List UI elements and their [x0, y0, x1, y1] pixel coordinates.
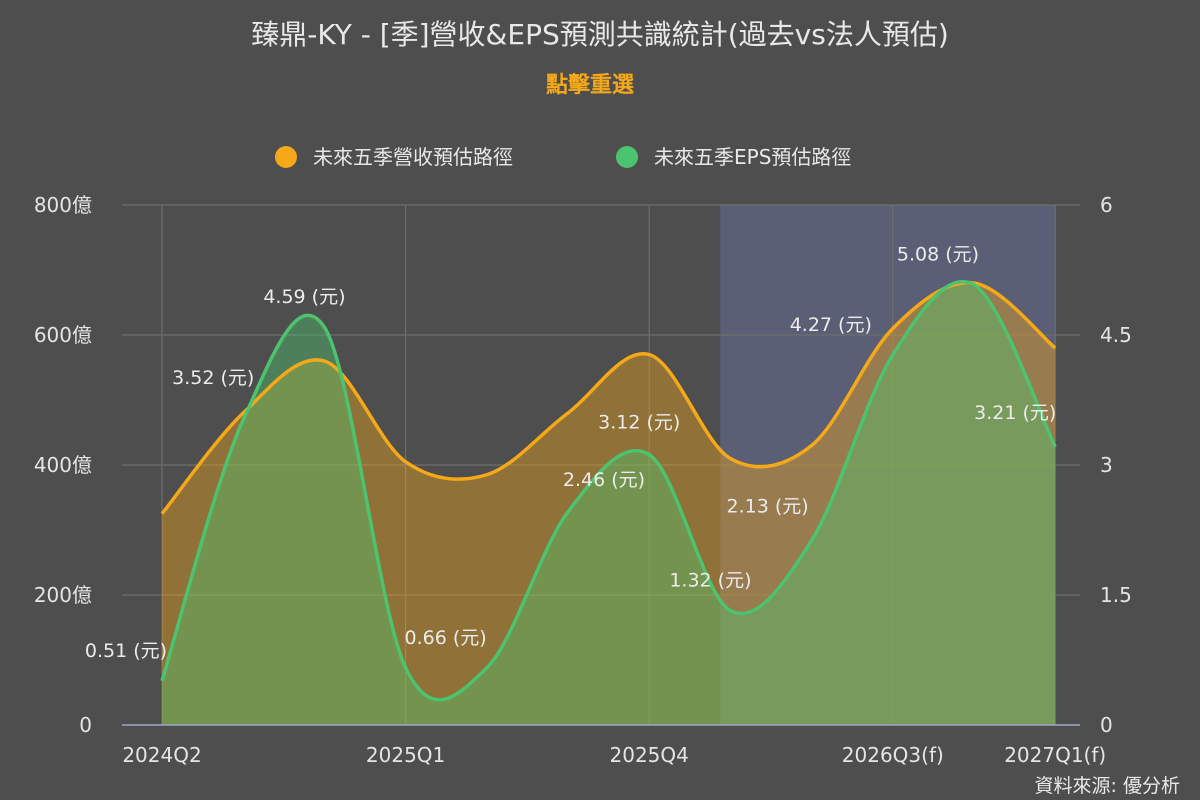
axis-layer: 0 200億 400億 600億 800億 0 1.5 3 4.5 6 2024Q2 2025Q1 20…: [34, 193, 1132, 767]
eps-data-label: 4.59 (元): [263, 286, 345, 308]
legend-label-eps: 未來五季EPS預估路徑: [654, 145, 851, 169]
y-right-tick-label: 4.5: [1100, 323, 1132, 347]
legend: 未來五季營收預估路徑 未來五季EPS預估路徑: [275, 145, 851, 169]
y-left-tick-label: 600億: [34, 323, 92, 347]
eps-data-label: 0.66 (元): [405, 627, 487, 649]
legend-marker-eps: [616, 146, 638, 168]
y-right-tick-label: 3: [1100, 453, 1113, 477]
reselect-link[interactable]: 點擊重選: [546, 72, 634, 98]
chart-title: 臻鼎-KY - [季]營收&EPS預測共識統計(過去vs法人預估): [251, 18, 949, 51]
eps-data-label: 3.21 (元): [974, 402, 1056, 424]
eps-data-label: 2.13 (元): [727, 495, 809, 517]
eps-data-label: 1.32 (元): [669, 570, 751, 592]
x-tick-label: 2027Q1(f): [1004, 743, 1106, 767]
eps-data-label: 2.46 (元): [563, 469, 645, 491]
y-left-tick-label: 400億: [34, 453, 92, 477]
legend-item-revenue[interactable]: 未來五季營收預估路徑: [275, 145, 513, 169]
x-tick-label: 2025Q1: [366, 743, 445, 767]
x-tick-label: 2025Q4: [610, 743, 689, 767]
eps-data-label: 0.51 (元): [85, 640, 167, 662]
eps-data-label: 3.12 (元): [598, 412, 680, 434]
y-left-tick-label: 0: [79, 713, 92, 737]
legend-marker-revenue: [275, 146, 297, 168]
line-layer: [160, 279, 1057, 702]
revenue-area: [162, 282, 1056, 725]
source-credit: 資料來源: 優分析: [1035, 775, 1180, 797]
eps-area: [162, 281, 1056, 725]
y-right-tick-label: 6: [1100, 193, 1113, 217]
data-label-layer: 0.51 (元) 3.52 (元) 4.59 (元) 0.66 (元) 2.46 (元)…: [85, 244, 1056, 662]
y-left-tick-label: 200億: [34, 583, 92, 607]
x-tick-label: 2024Q2: [122, 743, 201, 767]
area-layer: [162, 281, 1056, 725]
y-right-tick-label: 1.5: [1100, 583, 1132, 607]
eps-data-label: 4.27 (元): [790, 314, 872, 336]
legend-label-revenue: 未來五季營收預估路徑: [313, 145, 513, 169]
revenue-line: [160, 280, 1057, 515]
eps-data-label: 3.52 (元): [172, 367, 254, 389]
legend-item-eps[interactable]: 未來五季EPS預估路徑: [616, 145, 851, 169]
y-right-tick-label: 0: [1100, 713, 1113, 737]
eps-data-label: 5.08 (元): [897, 244, 979, 266]
y-left-tick-label: 800億: [34, 193, 92, 217]
x-tick-label: 2026Q3(f): [842, 743, 944, 767]
eps-line: [160, 279, 1057, 702]
